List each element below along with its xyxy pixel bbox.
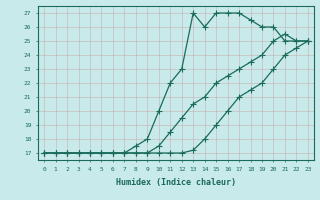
X-axis label: Humidex (Indice chaleur): Humidex (Indice chaleur) bbox=[116, 178, 236, 186]
